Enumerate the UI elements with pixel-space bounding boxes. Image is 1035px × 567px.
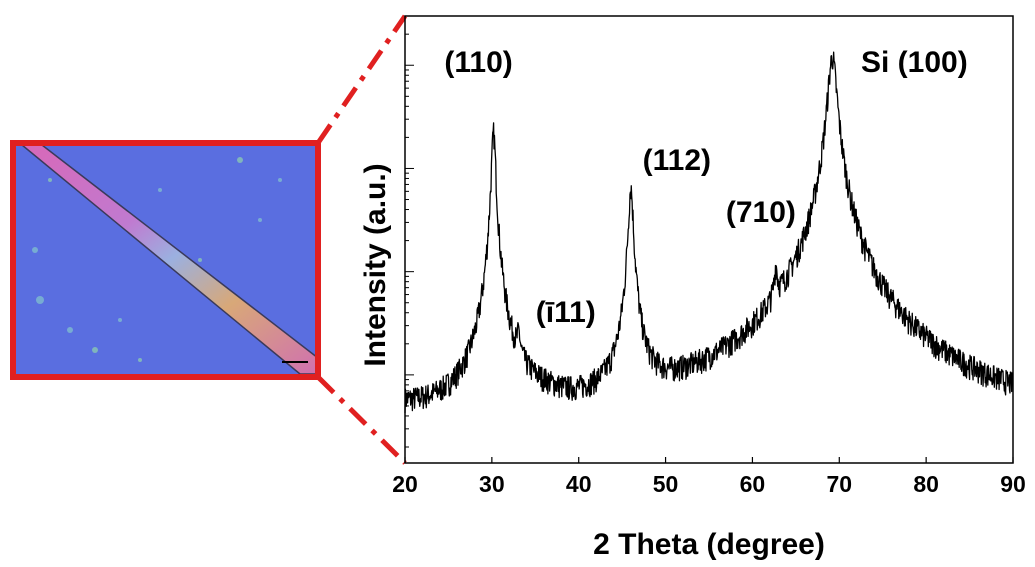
- xrd-pattern-line: [404, 51, 1014, 414]
- micrograph-speckles: [32, 157, 282, 362]
- x-tick-label: 30: [479, 471, 505, 497]
- x-tick-label: 70: [826, 471, 852, 497]
- y-axis-title: Intensity (a.u.): [359, 163, 392, 366]
- x-tick-label: 20: [392, 471, 418, 497]
- x-tick-label: 90: [1000, 471, 1026, 497]
- peak-label: Si (100): [861, 46, 968, 79]
- micrograph-border: [10, 140, 321, 380]
- peak-label: (110): [444, 46, 512, 79]
- zoom-line-top: [315, 14, 408, 145]
- peak-label: (710): [726, 196, 796, 229]
- x-tick-label: 50: [653, 471, 679, 497]
- peak-annotations: (110) (ī11) (112) (710) Si (100): [444, 46, 967, 329]
- x-tick-label: 80: [913, 471, 939, 497]
- x-axis-title: 2 Theta (degree): [593, 528, 825, 561]
- y-axis-ticks: [405, 15, 414, 448]
- micrograph-inset: [10, 140, 321, 380]
- x-axis: 20 30 40 50 60 70 80 90: [392, 457, 1026, 497]
- zoom-line-bottom: [316, 375, 407, 465]
- plot-frame: [404, 15, 1014, 464]
- x-tick-label: 40: [566, 471, 592, 497]
- x-tick-label: 60: [740, 471, 766, 497]
- peak-label: (ī11): [536, 296, 596, 329]
- peak-label: (112): [643, 144, 711, 177]
